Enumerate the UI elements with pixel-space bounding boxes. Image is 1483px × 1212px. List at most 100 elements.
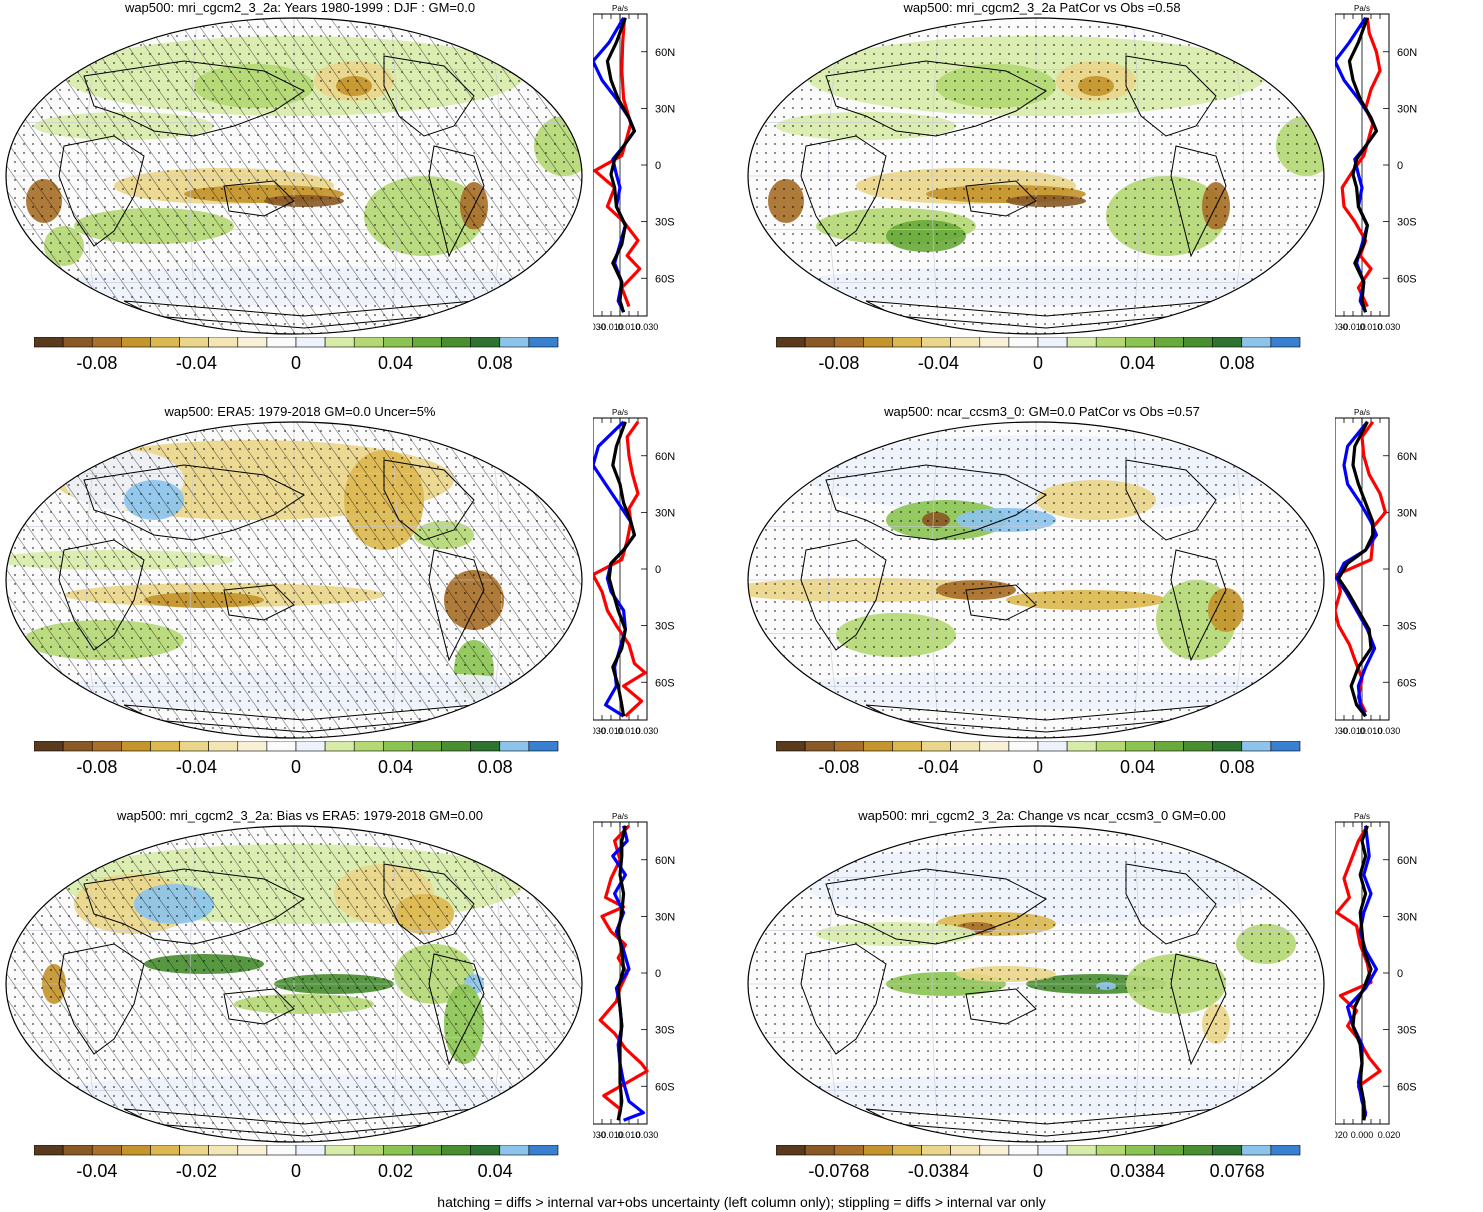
colorbar-swatch bbox=[441, 337, 471, 348]
colorbar-swatch bbox=[892, 741, 922, 752]
colorbar-swatch bbox=[470, 741, 501, 752]
profile-series-line bbox=[593, 17, 642, 308]
colorbar-swatch bbox=[979, 741, 1010, 752]
latitude-tick-label: 60S bbox=[655, 1081, 675, 1093]
colorbar-swatch bbox=[121, 741, 151, 752]
map-plot bbox=[5, 17, 583, 335]
map-plot bbox=[747, 17, 1325, 335]
latitude-tick-label: 0 bbox=[1397, 968, 1403, 980]
panel-title: wap500: mri_cgcm2_3_2a: Change vs ncar_c… bbox=[858, 808, 1226, 823]
profile-series-line bbox=[593, 420, 647, 718]
profile-x-tick-label: 0.000 bbox=[1351, 1130, 1374, 1140]
colorbar-swatch bbox=[208, 1145, 239, 1156]
latitude-tick-label: 30N bbox=[655, 103, 675, 115]
colorbar-tick-label: -0.08 bbox=[76, 757, 117, 777]
colorbar-swatch bbox=[266, 337, 297, 348]
map-plot bbox=[747, 421, 1325, 739]
colorbar-swatch bbox=[833, 1145, 864, 1156]
colorbar-swatch bbox=[776, 741, 806, 752]
profile-x-tick-label: 0.020 bbox=[1378, 1130, 1401, 1140]
profile-x-tick-label: 0.030 bbox=[636, 1130, 659, 1140]
profile-x-tick-label: -0.010 bbox=[1340, 726, 1366, 736]
colorbar-tick-label: -0.04 bbox=[76, 1161, 117, 1181]
latitude-tick-label: 0 bbox=[655, 968, 661, 980]
colorbar-swatch bbox=[412, 337, 442, 348]
colorbar-tick-label: -0.0768 bbox=[808, 1161, 869, 1181]
latitude-tick-label: 60N bbox=[1397, 451, 1417, 463]
latitude-tick-label: 30S bbox=[1397, 621, 1417, 633]
colorbar-swatch bbox=[1154, 741, 1184, 752]
map-border bbox=[5, 17, 583, 335]
profile-unit-label: Pa/s bbox=[612, 408, 628, 417]
profile-x-tick-label: -0.030 bbox=[1335, 322, 1348, 332]
colorbar-swatch bbox=[1212, 1145, 1243, 1156]
colorbar-tick-label: 0.04 bbox=[478, 1161, 513, 1181]
colorbar-swatch bbox=[863, 741, 893, 752]
panel-title: wap500: mri_cgcm2_3_2a: Years 1980-1999 … bbox=[124, 0, 476, 15]
colorbar-swatch bbox=[1095, 337, 1126, 348]
profile-x-tick-label: -0.030 bbox=[1335, 726, 1348, 736]
map-border bbox=[5, 825, 583, 1143]
profile-x-tick-label: 0.010 bbox=[618, 322, 641, 332]
colorbar-swatch bbox=[412, 741, 442, 752]
map-border bbox=[747, 825, 1325, 1143]
profile-x-tick-label: 0.010 bbox=[618, 726, 641, 736]
hatching bbox=[6, 826, 582, 1142]
panel-1: wap500: mri_cgcm2_3_2a PatCor vs Obs =0.… bbox=[742, 0, 1483, 404]
colorbar-swatch bbox=[1270, 741, 1301, 752]
colorbar-swatch bbox=[1154, 337, 1184, 348]
colorbar-swatch bbox=[1095, 1145, 1126, 1156]
colorbar-swatch bbox=[833, 741, 864, 752]
profile-series-line bbox=[1335, 824, 1382, 1117]
colorbar-swatch bbox=[383, 741, 413, 752]
profile-x-tick-label: 0.010 bbox=[1360, 322, 1383, 332]
colorbar-swatch bbox=[353, 741, 384, 752]
colorbar-tick-label: 0.08 bbox=[1220, 353, 1255, 373]
profile-series-line bbox=[1336, 421, 1375, 718]
latitude-tick-label: 30N bbox=[1397, 507, 1417, 519]
latitude-tick-label: 60N bbox=[1397, 855, 1417, 867]
colorbar-swatch bbox=[62, 337, 93, 348]
colorbar: -0.08 -0.04 0 0.04 0.08 bbox=[34, 337, 559, 373]
profile-series-line bbox=[1347, 17, 1379, 313]
colorbar-swatch bbox=[1183, 741, 1213, 752]
colorbar-swatch bbox=[150, 741, 180, 752]
colorbar: -0.08 -0.04 0 0.04 0.08 bbox=[776, 337, 1301, 373]
colorbar-tick-label: 0.04 bbox=[378, 757, 413, 777]
colorbar-swatch bbox=[1270, 337, 1301, 348]
colorbar: -0.04 -0.02 0 0.02 0.04 bbox=[34, 1145, 559, 1181]
colorbar-swatch bbox=[1154, 1145, 1184, 1156]
colorbar-swatch bbox=[237, 337, 268, 348]
profile-x-tick-label: -0.030 bbox=[593, 1130, 606, 1140]
colorbar-swatch bbox=[324, 1145, 355, 1156]
colorbar-swatch bbox=[324, 337, 355, 348]
colorbar-swatch bbox=[62, 741, 93, 752]
stippling bbox=[748, 826, 1324, 1142]
colorbar-swatch bbox=[979, 1145, 1010, 1156]
colorbar-tick-label: -0.04 bbox=[918, 757, 959, 777]
colorbar-swatch bbox=[833, 337, 864, 348]
colorbar-tick-label: -0.04 bbox=[918, 353, 959, 373]
colorbar-tick-label: 0 bbox=[1033, 353, 1043, 373]
colorbar-swatch bbox=[179, 337, 209, 348]
colorbar-swatch bbox=[776, 337, 806, 348]
colorbar-swatch bbox=[950, 741, 981, 752]
colorbar-swatch bbox=[1037, 1145, 1068, 1156]
colorbar-swatch bbox=[266, 1145, 297, 1156]
map-border bbox=[5, 421, 583, 739]
profile-series-line bbox=[1346, 825, 1379, 1121]
colorbar-tick-label: -0.08 bbox=[818, 353, 859, 373]
profile-unit-label: Pa/s bbox=[612, 812, 628, 821]
latitude-tick-label: 0 bbox=[1397, 564, 1403, 576]
colorbar-swatch bbox=[34, 741, 64, 752]
colorbar-swatch bbox=[921, 337, 951, 348]
colorbar-swatch bbox=[441, 1145, 471, 1156]
colorbar-swatch bbox=[1066, 741, 1097, 752]
colorbar-swatch bbox=[1241, 741, 1272, 752]
latitude-tick-label: 30S bbox=[655, 621, 675, 633]
colorbar-swatch bbox=[150, 1145, 180, 1156]
profile-series-line bbox=[605, 17, 637, 313]
hatching bbox=[6, 18, 582, 334]
